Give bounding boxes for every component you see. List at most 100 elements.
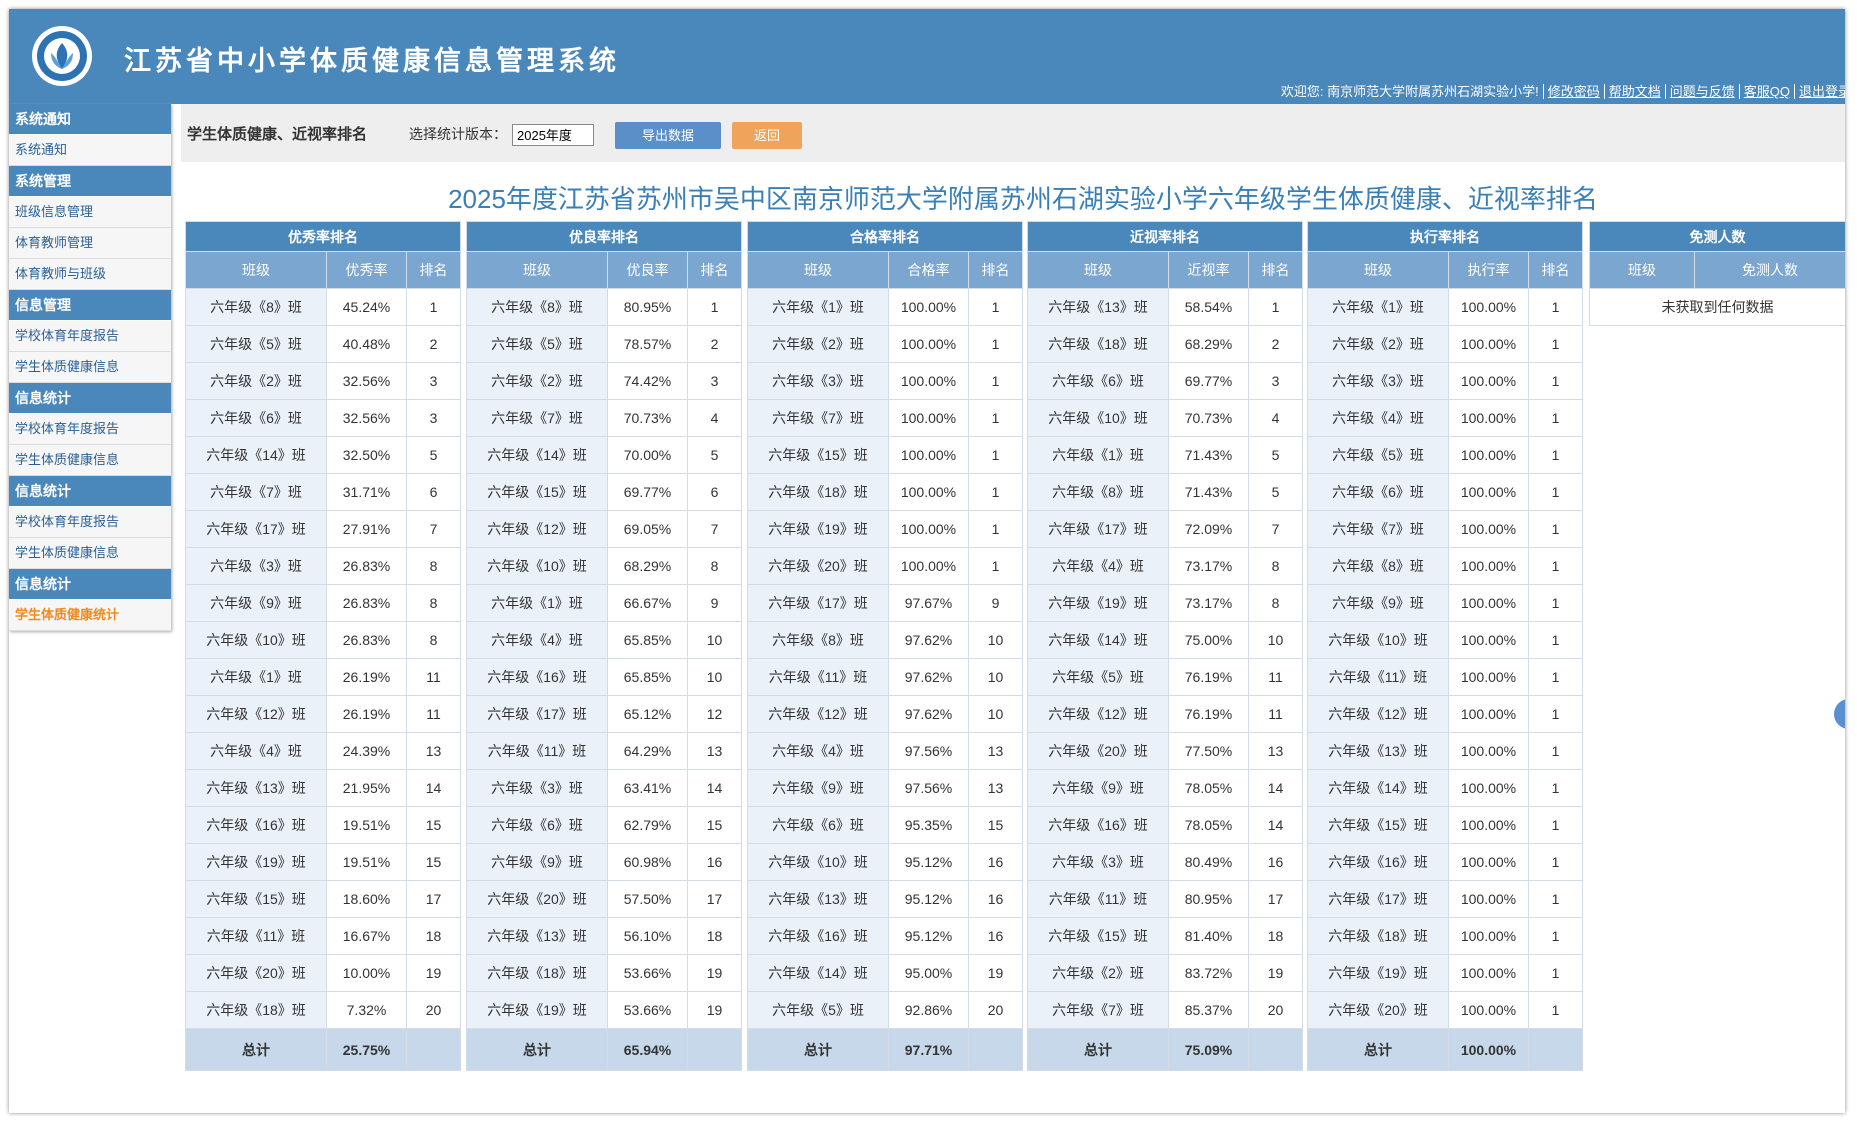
cell: 7 [686, 510, 743, 548]
cell: 80.95% [1168, 880, 1249, 918]
sidebar-header[interactable]: 系统管理 [9, 166, 171, 197]
cell: 1 [1527, 917, 1584, 955]
data-row: 六年级《15》班 100.00% 1 [1307, 806, 1584, 844]
sidebar-section: 信息统计 学校体育年度报告 学生体质健康信息 [9, 476, 171, 569]
cell: 六年级《19》班 [466, 991, 608, 1029]
header-link[interactable]: 问题与反馈 [1664, 84, 1739, 99]
cell: 63.41% [607, 769, 688, 807]
cell: 40.48% [326, 325, 407, 363]
cell: 5 [686, 436, 743, 474]
header-link[interactable]: 退出登录 [1793, 84, 1845, 99]
cell: 1 [1527, 325, 1584, 363]
cell: 1 [1527, 658, 1584, 696]
sidebar-item[interactable]: 体育教师与班级 [9, 259, 171, 290]
data-row: 六年级《5》班 40.48% 2 [185, 325, 462, 363]
cell: 75.00% [1168, 621, 1249, 659]
cell: 32.50% [326, 436, 407, 474]
sidebar-item[interactable]: 学生体质健康信息 [9, 352, 171, 383]
sidebar-item[interactable]: 学生体质健康信息 [9, 445, 171, 476]
cell: 六年级《20》班 [1027, 732, 1169, 770]
data-row: 六年级《15》班 18.60% 17 [185, 880, 462, 918]
cell: 68.29% [1168, 325, 1249, 363]
sidebar-item[interactable]: 学校体育年度报告 [9, 414, 171, 445]
data-row: 六年级《11》班 100.00% 1 [1307, 658, 1584, 696]
sidebar-section: 系统管理 班级信息管理 体育教师管理 体育教师与班级 [9, 166, 171, 290]
sidebar-item[interactable]: 学校体育年度报告 [9, 507, 171, 538]
cell: 26.19% [326, 695, 407, 733]
export-button[interactable]: 导出数据 [615, 122, 721, 149]
sidebar-item[interactable]: 学生体质健康信息 [9, 538, 171, 569]
sidebar-item[interactable]: 学生体质健康统计 [9, 600, 171, 631]
total-row: 总计 65.94% [466, 1028, 743, 1071]
header-link[interactable]: 客服QQ [1738, 84, 1794, 99]
cell: 1 [1527, 880, 1584, 918]
cell: 18 [686, 917, 743, 955]
header-link[interactable]: 修改密码 [1542, 84, 1604, 99]
toolbar: 学生体质健康、近视率排名 选择统计版本： 2025年度 导出数据 返回 [181, 104, 1845, 162]
float-widget[interactable] [1834, 699, 1845, 729]
sidebar-header[interactable]: 信息统计 [9, 476, 171, 507]
data-row: 六年级《19》班 73.17% 8 [1027, 584, 1304, 622]
data-row: 六年级《13》班 21.95% 14 [185, 769, 462, 807]
cell: 1 [1527, 806, 1584, 844]
sidebar-header[interactable]: 信息统计 [9, 569, 171, 600]
cell: 11 [405, 695, 462, 733]
cell: 10.00% [326, 954, 407, 992]
cell: 1 [1527, 621, 1584, 659]
cell: 六年级《16》班 [1027, 806, 1169, 844]
version-select[interactable]: 2025年度 [512, 124, 594, 146]
sidebar-header[interactable]: 信息统计 [9, 383, 171, 414]
cell: 六年级《20》班 [1307, 991, 1449, 1029]
back-button[interactable]: 返回 [732, 122, 802, 149]
cell: 73.17% [1168, 547, 1249, 585]
cell: 71.43% [1168, 473, 1249, 511]
cell: 六年级《14》班 [466, 436, 608, 474]
sidebar-item[interactable]: 学校体育年度报告 [9, 321, 171, 352]
cell: 16 [967, 843, 1024, 881]
sidebar-item[interactable]: 系统通知 [9, 135, 171, 166]
cell: 1 [686, 288, 743, 326]
cell: 17 [405, 880, 462, 918]
cell: 56.10% [607, 917, 688, 955]
cell: 4 [686, 399, 743, 437]
cell: 65.85% [607, 621, 688, 659]
column-header: 排名 [1247, 251, 1304, 289]
data-row: 六年级《19》班 100.00% 1 [1307, 954, 1584, 992]
sidebar-header[interactable]: 信息管理 [9, 290, 171, 321]
cell: 六年级《8》班 [1307, 547, 1449, 585]
cell: 97.56% [888, 732, 969, 770]
cell: 六年级《18》班 [1307, 917, 1449, 955]
sidebar-header[interactable]: 系统通知 [9, 104, 171, 135]
data-row: 六年级《16》班 95.12% 16 [747, 917, 1024, 955]
cell: 六年级《12》班 [1307, 695, 1449, 733]
column-header: 近视率 [1168, 251, 1249, 289]
cell: 六年级《5》班 [1027, 658, 1169, 696]
cell: 95.12% [888, 843, 969, 881]
cell: 六年级《2》班 [1027, 954, 1169, 992]
cell: 100.00% [1448, 288, 1529, 326]
data-row: 六年级《6》班 100.00% 1 [1307, 473, 1584, 511]
cell: 8 [405, 584, 462, 622]
cell: 六年级《5》班 [747, 991, 889, 1029]
data-row: 六年级《5》班 100.00% 1 [1307, 436, 1584, 474]
column-header: 执行率 [1448, 251, 1529, 289]
cell: 六年级《13》班 [1027, 288, 1169, 326]
cell: 95.12% [888, 917, 969, 955]
cell: 六年级《14》班 [1307, 769, 1449, 807]
sidebar-item[interactable]: 班级信息管理 [9, 197, 171, 228]
total-cell [967, 1028, 1024, 1071]
header-link[interactable]: 帮助文档 [1603, 84, 1665, 99]
cell: 1 [1527, 399, 1584, 437]
total-cell: 65.94% [607, 1028, 688, 1071]
cell: 32.56% [326, 362, 407, 400]
cell: 100.00% [1448, 732, 1529, 770]
cell: 81.40% [1168, 917, 1249, 955]
cell: 19 [686, 991, 743, 1029]
cell: 83.72% [1168, 954, 1249, 992]
sidebar-item[interactable]: 体育教师管理 [9, 228, 171, 259]
column-header-row: 班级 优良率 排名 [466, 251, 743, 289]
cell: 76.19% [1168, 695, 1249, 733]
cell: 53.66% [607, 954, 688, 992]
data-row: 六年级《17》班 65.12% 12 [466, 695, 743, 733]
cell: 六年级《17》班 [185, 510, 327, 548]
